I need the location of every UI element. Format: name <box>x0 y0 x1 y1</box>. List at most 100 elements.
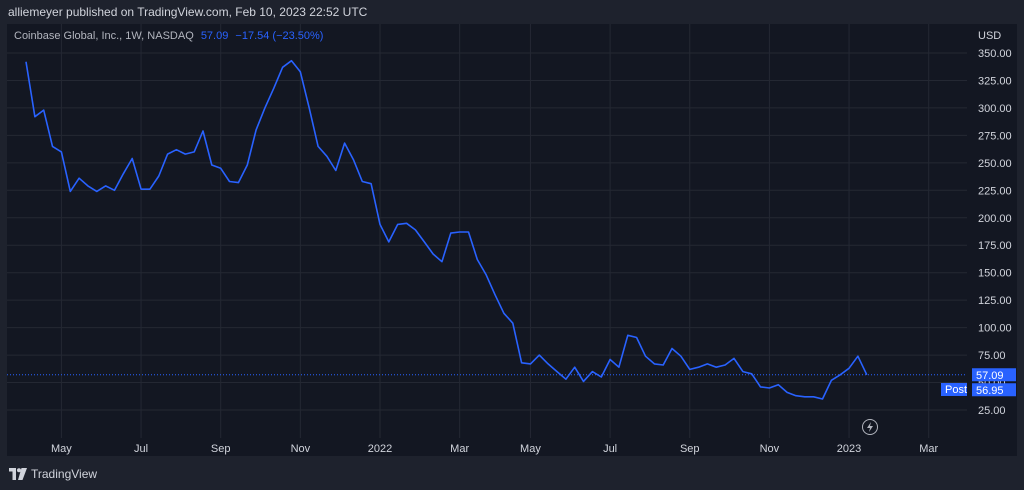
post-price-label: 56.95 <box>976 385 1004 397</box>
data-point <box>573 365 577 369</box>
data-point <box>219 166 223 170</box>
x-tick-label: Nov <box>760 443 780 455</box>
data-point <box>95 189 99 193</box>
data-point <box>166 152 170 156</box>
data-point <box>803 395 807 399</box>
data-point <box>68 189 72 193</box>
y-tick-label: 75.00 <box>978 350 1006 362</box>
data-point <box>440 260 444 264</box>
data-point <box>422 240 426 244</box>
data-point <box>228 180 232 184</box>
y-tick-label: 350.00 <box>978 48 1012 60</box>
data-point <box>794 394 798 398</box>
tradingview-brand: TradingView <box>31 467 98 481</box>
data-point <box>635 336 639 340</box>
tradingview-logo-icon <box>9 468 27 480</box>
data-point <box>511 321 515 325</box>
data-point <box>24 60 28 64</box>
data-point <box>776 383 780 387</box>
data-point <box>555 370 559 374</box>
data-point <box>821 397 825 401</box>
data-point <box>360 180 364 184</box>
data-point <box>343 141 347 145</box>
data-point <box>148 187 152 191</box>
data-point <box>705 362 709 366</box>
x-tick-label: May <box>520 443 541 455</box>
data-point <box>590 370 594 374</box>
x-tick-label: 2022 <box>368 443 392 455</box>
data-point <box>723 363 727 367</box>
y-tick-label: 125.00 <box>978 295 1012 307</box>
tradingview-logo[interactable]: TradingView <box>9 467 97 481</box>
data-point <box>174 148 178 152</box>
flash-icon[interactable] <box>862 419 878 435</box>
y-tick-label: 250.00 <box>978 158 1012 170</box>
data-point <box>502 311 506 315</box>
data-point <box>59 150 63 154</box>
data-point <box>644 354 648 358</box>
data-point <box>396 222 400 226</box>
data-point <box>378 222 382 226</box>
data-point <box>732 356 736 360</box>
x-axis[interactable]: May Jul Sep Nov 2022 Mar May Jul Sep Nov 2023 Mar <box>51 443 938 455</box>
data-point <box>812 395 816 399</box>
y-axis[interactable]: 25.0050.0075.00100.00125.00150.00175.002… <box>978 48 1012 417</box>
data-point <box>829 378 833 382</box>
data-point <box>183 152 187 156</box>
data-point <box>520 361 524 365</box>
data-point <box>546 362 550 366</box>
y-tick-label: 100.00 <box>978 323 1012 335</box>
data-point <box>139 187 143 191</box>
data-point <box>582 379 586 383</box>
data-point <box>626 333 630 337</box>
data-point <box>528 362 532 366</box>
data-point <box>652 362 656 366</box>
data-point <box>245 163 249 167</box>
data-point <box>537 353 541 357</box>
x-tick-label: Mar <box>919 443 938 455</box>
data-point <box>201 129 205 133</box>
data-point <box>86 184 90 188</box>
y-tick-label: 175.00 <box>978 240 1012 252</box>
data-point <box>697 365 701 369</box>
x-tick-label: 2023 <box>837 443 861 455</box>
y-tick-label: 25.00 <box>978 405 1006 417</box>
symbol-legend[interactable]: Coinbase Global, Inc., 1W, NASDAQ 57.09 … <box>14 30 323 42</box>
data-point <box>431 252 435 256</box>
data-point <box>210 163 214 167</box>
data-point <box>767 386 771 390</box>
post-tag-box <box>941 383 967 396</box>
data-point <box>351 158 355 162</box>
currency-label: USD <box>978 30 1001 42</box>
y-tick-label: 225.00 <box>978 185 1012 197</box>
y-tick-label: 325.00 <box>978 75 1012 87</box>
data-point <box>856 354 860 358</box>
data-point <box>77 176 81 180</box>
data-point <box>157 174 161 178</box>
data-point <box>670 346 674 350</box>
data-point <box>405 221 409 225</box>
data-point <box>316 144 320 148</box>
data-point <box>369 182 373 186</box>
data-point <box>688 367 692 371</box>
data-point <box>254 128 258 132</box>
data-point <box>608 357 612 361</box>
x-tick-label: Sep <box>680 443 700 455</box>
data-point <box>475 258 479 262</box>
data-point <box>130 156 134 160</box>
data-point <box>617 365 621 369</box>
data-point <box>33 115 37 119</box>
legend-change: −17.54 (−23.50%) <box>235 30 324 42</box>
x-tick-label: Jul <box>603 443 617 455</box>
x-tick-label: Jul <box>134 443 148 455</box>
y-tick-label: 300.00 <box>978 103 1012 115</box>
data-point <box>192 150 196 154</box>
grid <box>7 24 967 438</box>
data-point <box>290 59 294 63</box>
series-layer <box>7 59 967 401</box>
data-point <box>484 273 488 277</box>
price-series-line[interactable] <box>25 59 868 400</box>
data-point <box>741 370 745 374</box>
last-price-label: 57.09 <box>976 370 1004 382</box>
